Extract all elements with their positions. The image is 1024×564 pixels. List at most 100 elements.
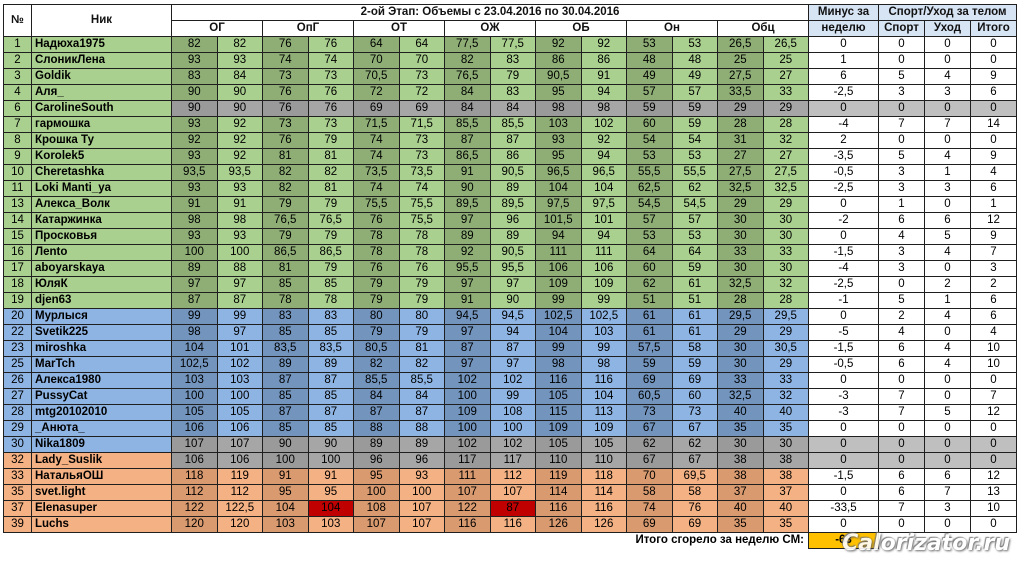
value-cell: 29 xyxy=(717,196,764,213)
value-cell: 91 xyxy=(262,468,309,485)
row-number: 28 xyxy=(3,404,32,421)
value-cell: 92 xyxy=(216,132,263,149)
value-cell: 73 xyxy=(307,68,354,85)
care-cell: 0 xyxy=(924,52,971,69)
value-cell: 89 xyxy=(489,228,536,245)
sport-cell: 4 xyxy=(878,324,925,341)
table-row: 32 Lady_Suslik 106 106 100 100 96 96 117 117 110 11… xyxy=(3,452,1017,469)
care-cell: 4 xyxy=(924,356,971,373)
value-cell: 95,5 xyxy=(489,260,536,277)
value-cell: 102 xyxy=(444,372,491,389)
value-cell: 79 xyxy=(489,68,536,85)
nick-cell: Надюха1975 xyxy=(31,36,172,53)
value-cell: 30 xyxy=(717,260,764,277)
value-cell: 94 xyxy=(580,84,627,101)
value-cell: 72 xyxy=(398,84,445,101)
group-header-obc: Обц xyxy=(717,20,809,37)
sport-cell: 0 xyxy=(878,516,925,533)
value-cell: 57 xyxy=(626,84,673,101)
nick-cell: Nika1809 xyxy=(31,436,172,453)
sport-cell: 3 xyxy=(878,84,925,101)
value-cell: 79 xyxy=(262,196,309,213)
care-cell: 0 xyxy=(924,436,971,453)
value-cell: 94 xyxy=(580,228,627,245)
value-cell: 74 xyxy=(353,180,400,197)
minus-cell: 0 xyxy=(808,436,879,453)
value-cell: 89 xyxy=(444,228,491,245)
value-cell: 30 xyxy=(717,228,764,245)
total-cell: 10 xyxy=(970,500,1017,517)
value-cell: 84 xyxy=(353,388,400,405)
sport-cell: 7 xyxy=(878,500,925,517)
value-cell: 97 xyxy=(216,324,263,341)
value-cell: 32 xyxy=(762,388,809,405)
value-cell: 61 xyxy=(626,308,673,325)
value-cell: 62 xyxy=(626,276,673,293)
value-cell: 74 xyxy=(353,148,400,165)
value-cell: 71,5 xyxy=(353,116,400,133)
table-row: 19 djen63 87 87 78 78 79 79 91 90 99 99 51 51 28 28 -1 5 1… xyxy=(3,292,1017,309)
nick-cell: Cheretashka xyxy=(31,164,172,181)
value-cell: 100 xyxy=(398,484,445,501)
value-cell: 83 xyxy=(171,68,218,85)
value-cell: 100 xyxy=(171,244,218,261)
value-cell: 29 xyxy=(762,100,809,117)
nick-cell: CarolineSouth xyxy=(31,100,172,117)
care-cell: 0 xyxy=(924,100,971,117)
value-cell: 37 xyxy=(717,484,764,501)
value-cell: 58 xyxy=(671,340,718,357)
value-cell: 79 xyxy=(307,132,354,149)
value-cell: 107 xyxy=(216,436,263,453)
value-cell: 73 xyxy=(307,116,354,133)
value-cell: 104 xyxy=(171,340,218,357)
value-cell: 110 xyxy=(580,452,627,469)
nick-header: Ник xyxy=(31,4,172,37)
value-cell: 106 xyxy=(171,452,218,469)
value-cell: 97 xyxy=(171,276,218,293)
care-header: Уход xyxy=(924,20,971,37)
value-cell: 76 xyxy=(353,260,400,277)
value-cell: 86,5 xyxy=(307,244,354,261)
value-cell: 99 xyxy=(535,340,582,357)
minus-cell: -2,5 xyxy=(808,180,879,197)
minus-cell: -3,5 xyxy=(808,148,879,165)
value-cell: 53 xyxy=(671,148,718,165)
value-cell: 51 xyxy=(671,292,718,309)
minus-cell: -2 xyxy=(808,212,879,229)
value-cell: 79 xyxy=(398,292,445,309)
value-cell: 93 xyxy=(171,180,218,197)
value-cell: 96,5 xyxy=(535,164,582,181)
value-cell: 53 xyxy=(671,228,718,245)
row-number: 2 xyxy=(3,52,32,69)
nick-cell: Svetik225 xyxy=(31,324,172,341)
value-cell: 87 xyxy=(353,404,400,421)
nick-cell: Просковья xyxy=(31,228,172,245)
value-cell: 87 xyxy=(262,404,309,421)
nick-cell: Алекса_Волк xyxy=(31,196,172,213)
value-cell: 101,5 xyxy=(535,212,582,229)
value-cell: 97 xyxy=(489,356,536,373)
row-number: 17 xyxy=(3,260,32,277)
value-cell: 84 xyxy=(489,100,536,117)
value-cell: 89 xyxy=(262,356,309,373)
minus-cell: 2 xyxy=(808,132,879,149)
value-cell: 73 xyxy=(398,132,445,149)
value-cell: 48 xyxy=(671,52,718,69)
value-cell: 87 xyxy=(489,340,536,357)
row-number: 1 xyxy=(3,36,32,53)
value-cell: 100 xyxy=(353,484,400,501)
group-header-og: ОГ xyxy=(171,20,263,37)
value-cell: 83 xyxy=(489,84,536,101)
value-cell: 85 xyxy=(307,324,354,341)
care-cell: 0 xyxy=(924,388,971,405)
value-cell: 30 xyxy=(762,260,809,277)
stage-title: 2-ой Этап: Объемы с 23.04.2016 по 30.04.… xyxy=(171,4,809,21)
sport-header: Спорт xyxy=(878,20,925,37)
row-number: 6 xyxy=(3,100,32,117)
row-number: 13 xyxy=(3,196,32,213)
care-cell: 0 xyxy=(924,324,971,341)
value-cell: 112 xyxy=(489,468,536,485)
sport-group-header: Спорт/Уход за телом xyxy=(878,4,1017,21)
value-cell: 54 xyxy=(626,132,673,149)
sport-cell: 7 xyxy=(878,116,925,133)
